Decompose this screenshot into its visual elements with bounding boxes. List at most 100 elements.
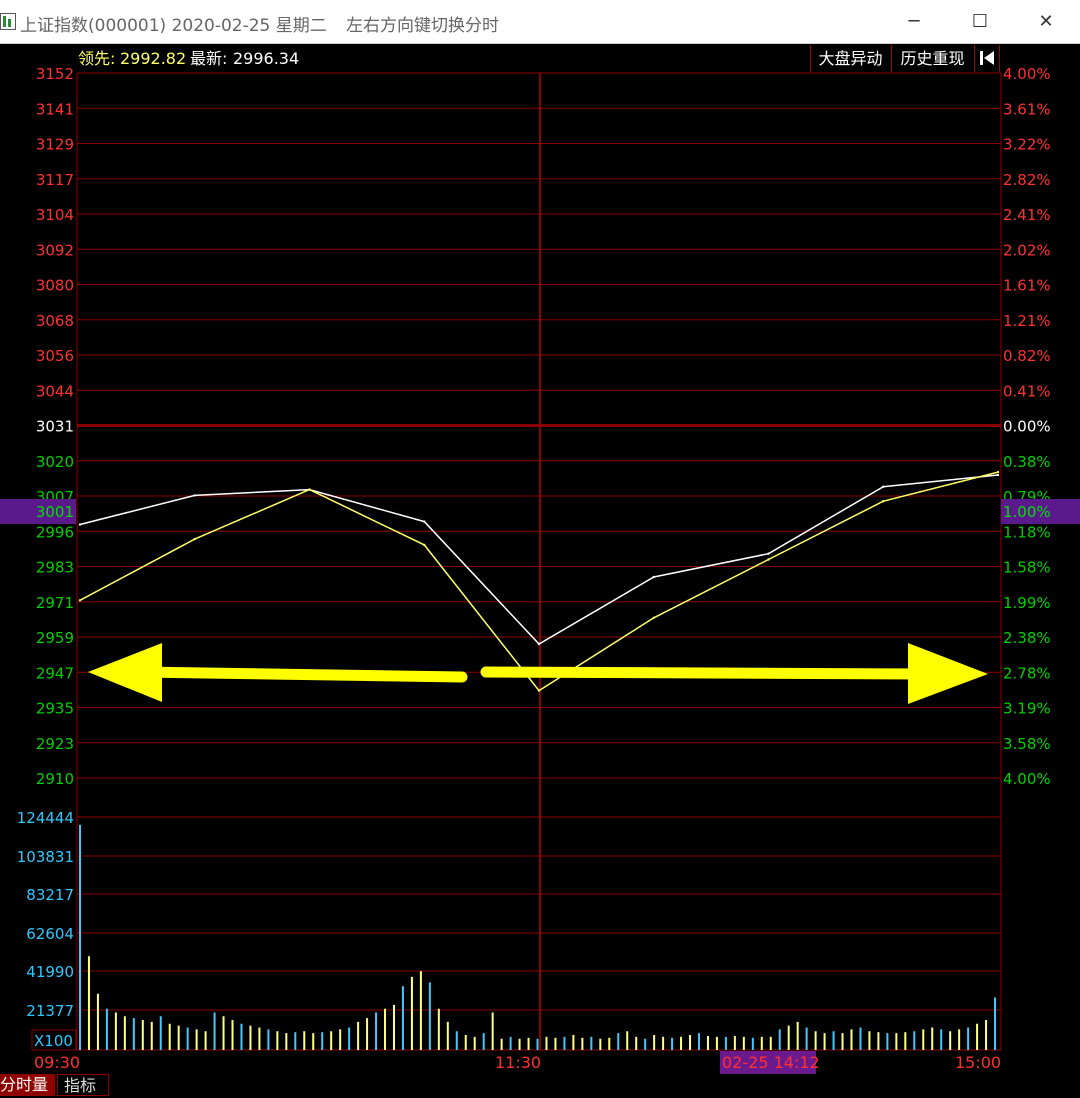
percent-tick-label: 4.00% (1003, 770, 1051, 788)
volume-bar (114, 1012, 117, 1050)
series-point (996, 470, 1000, 474)
volume-bar (536, 1038, 539, 1050)
chart-grid (76, 72, 1002, 1051)
volume-bar (832, 1031, 835, 1050)
tab-volume-label: 分时量 (0, 1075, 49, 1094)
volume-bar (976, 1023, 979, 1050)
tab-indicator-label: 指标 (64, 1076, 97, 1095)
time-cursor-band (720, 1051, 816, 1074)
volume-bar (545, 1036, 548, 1050)
volume-tick-label: 124444 (17, 809, 74, 827)
percent-tick-label: 1.61% (1003, 277, 1051, 295)
price-tick-label: 3141 (36, 100, 74, 118)
volume-bar (392, 1004, 395, 1050)
arrow-left-head (88, 643, 162, 702)
volume-bar (653, 1034, 656, 1050)
price-tick-label: 2947 (36, 664, 74, 682)
volume-bar (276, 1031, 279, 1050)
volume-tick-label: 62604 (26, 925, 74, 943)
volume-bar (994, 997, 997, 1050)
volume-bar (922, 1029, 925, 1050)
volume-bar (697, 1033, 700, 1050)
series-point (767, 558, 770, 561)
arrow-right-shaft (480, 666, 936, 680)
series-point (652, 575, 655, 579)
time-mid: 11:30 (495, 1053, 541, 1072)
percent-tick-label: 3.61% (1003, 100, 1051, 118)
volume-bar (401, 986, 404, 1050)
crosshair-pct-band (1001, 499, 1080, 524)
market-anomaly-button[interactable]: 大盘异动 (810, 45, 890, 72)
volume-bar (644, 1038, 647, 1050)
volume-bar (455, 1031, 458, 1050)
price-tick-label: 3044 (36, 382, 74, 400)
volume-bar (195, 1029, 198, 1050)
arrow-right-head (908, 643, 988, 704)
percent-tick-label: 0.41% (1003, 382, 1051, 400)
volume-bar (231, 1019, 234, 1050)
volume-bar (105, 1008, 108, 1050)
crosshair-price-band (0, 499, 76, 524)
percent-tick-label: 0.00% (1003, 418, 1051, 436)
price-lines (78, 470, 1000, 692)
percent-tick-label: 0.82% (1003, 347, 1051, 365)
volume-bar (563, 1036, 566, 1050)
series-point (882, 500, 885, 503)
history-replay-button[interactable]: 历史重现 (891, 45, 973, 72)
volume-bar (769, 1036, 772, 1050)
volume-bar (249, 1025, 252, 1050)
volume-bar (500, 1038, 503, 1050)
lead-label: 领先: (78, 49, 115, 68)
close-button[interactable]: ✕ (1038, 11, 1054, 32)
volume-bar (303, 1031, 306, 1050)
volume-bar (473, 1036, 476, 1050)
volume-bar (590, 1036, 593, 1050)
volume-bar (608, 1037, 611, 1050)
volume-bar (715, 1036, 718, 1050)
price-tick-label: 3117 (36, 171, 74, 189)
volume-bar (312, 1033, 315, 1050)
series-point (652, 616, 655, 619)
minimize-button[interactable]: ─ (908, 11, 920, 32)
volume-bar (760, 1036, 763, 1050)
volume-tick-label: 21377 (26, 1002, 74, 1020)
price-tick-label: 3031 (36, 418, 74, 436)
app-icon (0, 13, 16, 30)
percent-tick-label: 1.58% (1003, 559, 1051, 577)
volume-bar (258, 1027, 261, 1050)
price-tick-label: 2996 (36, 523, 74, 541)
arrow-left-shaft (134, 666, 468, 683)
maximize-button[interactable]: ☐ (971, 11, 989, 32)
time-cursor: 02-25 14:12 (722, 1053, 820, 1072)
volume-bar (375, 1012, 378, 1050)
volume-bar (823, 1033, 826, 1050)
volume-bar (850, 1029, 853, 1050)
volume-bar (733, 1035, 736, 1050)
volume-bar (437, 1008, 440, 1050)
volume-bar (159, 1016, 162, 1050)
volume-bars (79, 824, 997, 1050)
volume-bar (787, 1025, 790, 1050)
volume-bar (464, 1034, 467, 1050)
volume-bar (841, 1033, 844, 1050)
tab-volume[interactable]: 分时量 (0, 1074, 55, 1096)
percent-tick-label: 0.38% (1003, 453, 1051, 471)
tab-indicator[interactable]: 指标 (57, 1074, 109, 1096)
intraday-chart[interactable]: 3152 3141 3129 3117 3104 3092 3080 3068 3056 3044… (0, 44, 1080, 1074)
series-point (193, 537, 196, 541)
percent-tick-label: 3.58% (1003, 735, 1051, 753)
window-title: 上证指数(000001) 2020-02-25 星期二 (20, 16, 327, 36)
volume-bar (428, 982, 431, 1050)
crosshair-pct: 1.00% (1003, 503, 1051, 521)
back-to-start-icon[interactable] (974, 45, 1000, 72)
percent-tick-label: 2.38% (1003, 629, 1051, 647)
volume-bar (904, 1032, 907, 1050)
series-point (423, 543, 426, 547)
volume-bar (724, 1036, 727, 1050)
volume-bar (267, 1029, 270, 1050)
volume-bar (186, 1027, 189, 1050)
price-tick-label: 2959 (36, 629, 74, 647)
window-hint: 左右方向键切换分时 (346, 16, 499, 36)
volume-bar (626, 1031, 629, 1050)
price-tick-label: 3056 (36, 347, 74, 365)
